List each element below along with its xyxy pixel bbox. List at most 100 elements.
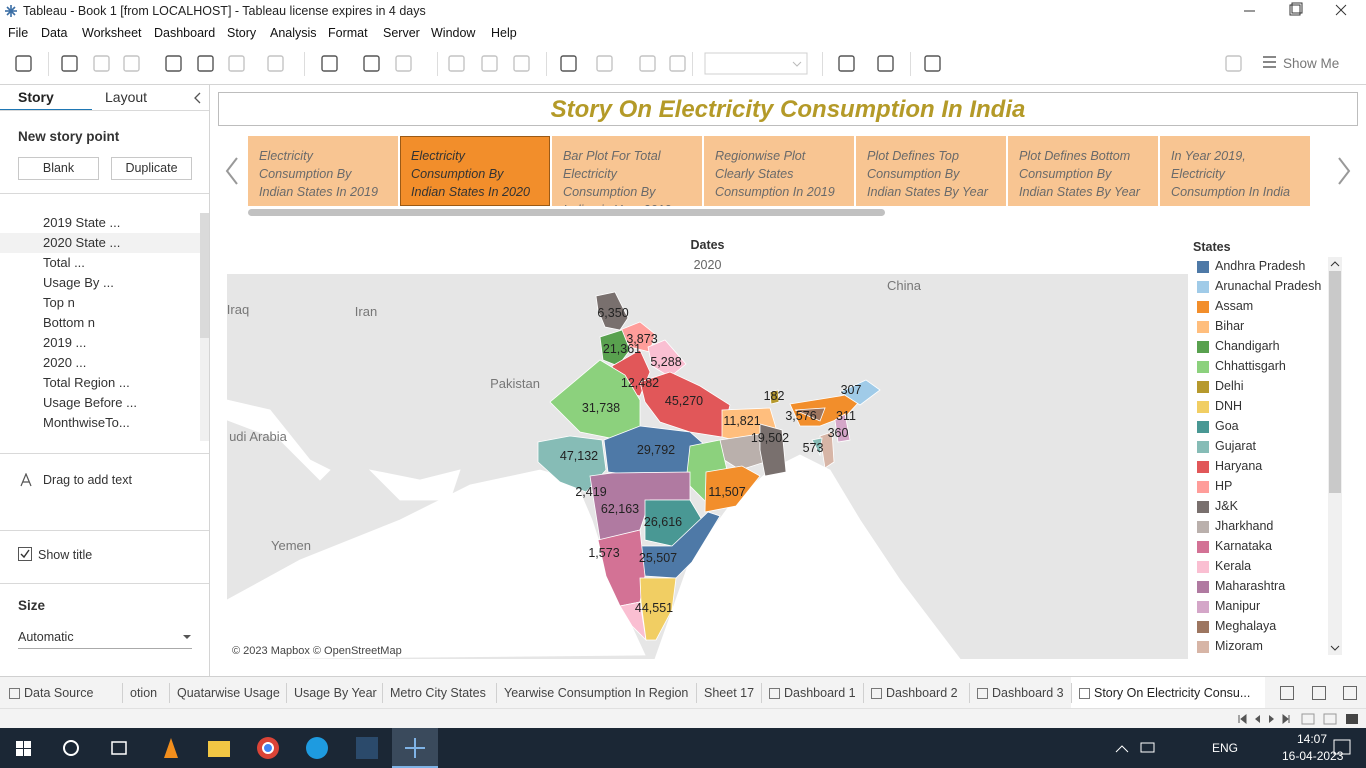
toolbar-icon[interactable] xyxy=(61,55,78,72)
sheet-tab[interactable]: Usage By Year xyxy=(294,686,377,700)
menu-item[interactable]: Help xyxy=(491,26,517,40)
legend-entry[interactable]: J&K xyxy=(1215,499,1238,513)
story-point[interactable]: In Year 2019, Electricity Consumption In… xyxy=(1160,136,1310,206)
legend-entry[interactable]: Gujarat xyxy=(1215,439,1256,453)
legend-entry[interactable]: Bihar xyxy=(1215,319,1245,333)
story-point[interactable]: Plot Defines Bottom Consumption By India… xyxy=(1008,136,1158,206)
legend-entry[interactable]: Kerala xyxy=(1215,559,1252,573)
sheet-tab[interactable]: Yearwise Consumption In Region xyxy=(504,686,689,700)
sheet-item[interactable]: 2020 State ... xyxy=(43,235,121,250)
toolbar-icon[interactable] xyxy=(596,55,613,72)
menu-item[interactable]: Window xyxy=(431,26,476,40)
legend-entry[interactable]: Meghalaya xyxy=(1215,619,1277,633)
toolbar-icon[interactable] xyxy=(481,55,498,72)
toolbar-icon[interactable] xyxy=(924,55,941,72)
legend-entry[interactable]: Jharkhand xyxy=(1215,519,1274,533)
menu-item[interactable]: Format xyxy=(328,26,368,40)
sheet-tab[interactable]: Sheet 17 xyxy=(704,686,755,700)
blank-button[interactable]: Blank xyxy=(18,157,99,180)
sheet-item[interactable]: Usage Before ... xyxy=(43,395,137,410)
taskbar-icons[interactable] xyxy=(0,728,1366,768)
legend-entry[interactable]: Goa xyxy=(1215,419,1239,433)
menu-item[interactable]: File xyxy=(8,26,29,40)
show-me-button[interactable]: Show Me xyxy=(1283,56,1340,71)
legend-entry[interactable]: Assam xyxy=(1215,299,1254,313)
sheet-item[interactable]: 2020 ... xyxy=(43,355,87,370)
status-controls[interactable] xyxy=(1230,711,1366,727)
show-title-checkbox[interactable] xyxy=(18,547,32,561)
menu-item[interactable]: Server xyxy=(383,26,420,40)
legend-entry[interactable]: Karnataka xyxy=(1215,539,1272,553)
toolbar-icon[interactable] xyxy=(123,55,140,72)
story-point[interactable]: Plot Defines Top Consumption By Indian S… xyxy=(856,136,1006,206)
toolbar-icon[interactable] xyxy=(165,55,182,72)
toolbar-icon[interactable] xyxy=(197,55,214,72)
toolbar-icon[interactable] xyxy=(877,55,894,72)
legend-entry[interactable]: Arunachal Pradesh xyxy=(1215,279,1322,293)
scrollbar[interactable] xyxy=(200,213,209,441)
sheet-tab[interactable]: Metro City States xyxy=(390,686,486,700)
language-indicator[interactable]: ENG xyxy=(1212,741,1239,755)
toolbar-icon[interactable] xyxy=(639,55,656,72)
toolbar-icon[interactable] xyxy=(513,55,530,72)
toolbar-icon[interactable] xyxy=(15,55,32,72)
legend-entry[interactable]: DNH xyxy=(1215,399,1243,413)
toolbar-icon[interactable] xyxy=(267,55,284,72)
next-arrow[interactable] xyxy=(1334,155,1354,187)
legend-entry[interactable]: Delhi xyxy=(1215,379,1244,393)
menu-item[interactable]: Analysis xyxy=(270,26,317,40)
sheet-item[interactable]: Total Region ... xyxy=(43,375,130,390)
clock-time[interactable]: 14:07 xyxy=(1296,732,1328,746)
story-point[interactable]: Regionwise Plot Clearly States Consumpti… xyxy=(704,136,854,206)
toolbar-icon[interactable] xyxy=(363,55,380,72)
sheet-item[interactable]: Usage By ... xyxy=(43,275,114,290)
sheet-tab[interactable]: Dashboard 1 xyxy=(784,686,856,700)
new-tab-icon[interactable] xyxy=(1312,686,1326,700)
sheet-tab[interactable]: Quatarwise Usage xyxy=(177,686,280,700)
toolbar-icon[interactable] xyxy=(560,55,577,72)
toolbar-icon[interactable] xyxy=(395,55,412,72)
sheet-tab[interactable]: Data Source xyxy=(24,686,94,700)
sheet-item[interactable]: Total ... xyxy=(43,255,85,270)
window-controls[interactable] xyxy=(1230,0,1366,22)
duplicate-button[interactable]: Duplicate xyxy=(111,157,192,180)
size-dropdown[interactable]: Automatic xyxy=(18,630,74,644)
layout-tab[interactable]: Layout xyxy=(105,89,148,105)
legend-scrollbar[interactable] xyxy=(1328,257,1342,655)
clock-date[interactable]: 16-04-2023 xyxy=(1282,749,1344,763)
legend-entry[interactable]: Mizoram xyxy=(1215,639,1263,653)
toolbar-icon[interactable] xyxy=(669,55,686,72)
menu-item[interactable]: Worksheet xyxy=(82,26,142,40)
legend-entry[interactable]: Andhra Pradesh xyxy=(1215,259,1306,273)
legend-entry[interactable]: HP xyxy=(1215,479,1233,493)
menu-item[interactable]: Dashboard xyxy=(154,26,216,40)
menu-item[interactable]: Story xyxy=(227,26,257,40)
collapse-icon[interactable] xyxy=(192,91,204,105)
sheet-tab[interactable]: Dashboard 2 xyxy=(886,686,958,700)
story-point[interactable]: Electricity Consumption By Indian States… xyxy=(400,136,550,206)
sheet-tab[interactable]: Dashboard 3 xyxy=(992,686,1064,700)
toolbar-icon[interactable] xyxy=(1225,55,1242,72)
toolbar-icon[interactable] xyxy=(93,55,110,72)
legend-entry[interactable]: Maharashtra xyxy=(1215,579,1286,593)
story-point[interactable]: Electricity Consumption By Indian States… xyxy=(248,136,398,206)
prev-arrow[interactable] xyxy=(222,155,242,187)
toolbar-icon[interactable] xyxy=(228,55,245,72)
story-scrollbar[interactable] xyxy=(248,209,885,216)
toolbar-icon[interactable] xyxy=(321,55,338,72)
legend-entry[interactable]: Haryana xyxy=(1215,459,1263,473)
drag-text-item[interactable]: Drag to add text xyxy=(43,473,132,487)
sheet-item[interactable]: Bottom n xyxy=(43,315,96,330)
sheet-tab[interactable]: Story On Electricity Consu... xyxy=(1094,686,1251,700)
toolbar-icon[interactable] xyxy=(838,55,855,72)
legend-entry[interactable]: Chhattisgarh xyxy=(1215,359,1286,373)
toolbar-icon[interactable] xyxy=(448,55,465,72)
new-tab-icon[interactable] xyxy=(1280,686,1294,700)
sheet-tab[interactable]: otion xyxy=(130,686,158,700)
new-tab-icon[interactable] xyxy=(1343,686,1357,700)
sheet-item[interactable]: MonthwiseTo... xyxy=(43,415,130,430)
legend-entry[interactable]: Manipur xyxy=(1215,599,1261,613)
menu-item[interactable]: Data xyxy=(41,26,68,40)
legend-entry[interactable]: Chandigarh xyxy=(1215,339,1280,353)
story-tab[interactable]: Story xyxy=(18,89,54,105)
